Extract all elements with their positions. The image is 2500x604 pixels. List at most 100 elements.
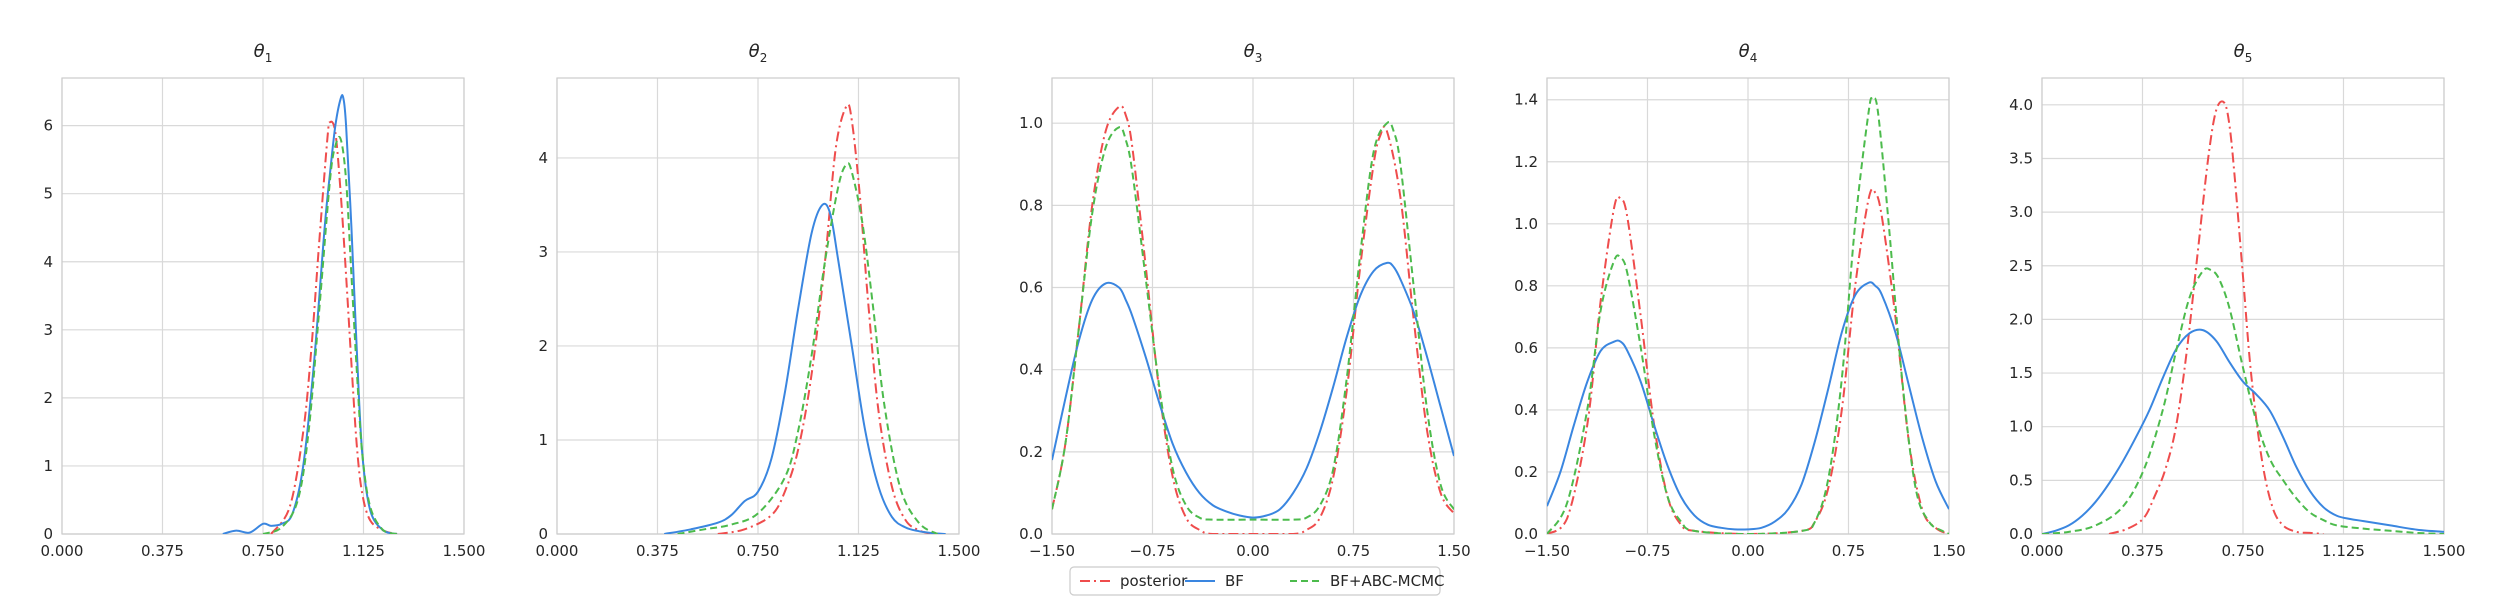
- series-line-bf-abc-mcmc: [1052, 121, 1454, 521]
- panel-title: θ5: [2234, 41, 2253, 65]
- y-tick-label: 0.4: [1019, 361, 1043, 379]
- series-line-bf: [222, 94, 398, 534]
- y-tick-label: 0: [538, 525, 548, 543]
- series-line-posterior: [2108, 100, 2324, 534]
- series-group: [1052, 104, 1454, 534]
- x-tick-label: 1.500: [2423, 542, 2466, 560]
- y-tick-label: 0.2: [1514, 463, 1538, 481]
- series-line-posterior: [717, 103, 933, 534]
- legend-label: BF+ABC-MCMC: [1330, 572, 1445, 590]
- y-tick-label: 2.0: [2009, 310, 2033, 328]
- panel-4: −1.50 −0.75 0.00 0.75 1.50 0.0 0.2 0.4 0.6 0.8 1.0…: [1514, 41, 1966, 560]
- panel-title: θ2: [749, 41, 768, 65]
- y-tick-label: 3.0: [2009, 203, 2033, 221]
- x-tick-label: 0.750: [242, 542, 285, 560]
- y-tick-label: 0.6: [1514, 339, 1538, 357]
- series-line-bf: [1547, 281, 1949, 531]
- y-tick-label: 6: [43, 117, 53, 135]
- x-tick-label: 0.375: [141, 542, 184, 560]
- x-tick-label: 1.50: [1932, 542, 1965, 560]
- panel-title-subscript: 3: [1255, 51, 1263, 65]
- panel-1: 0.000 0.375 0.750 1.125 1.500 0 1 2 3 4 5 6 θ1: [41, 41, 486, 560]
- y-tick-label: 1.4: [1514, 91, 1538, 109]
- series-line-posterior: [1547, 187, 1949, 534]
- y-tick-label: 4: [43, 253, 53, 271]
- x-tick-label: 0.750: [2222, 542, 2265, 560]
- y-tick-label: 0.8: [1019, 196, 1043, 214]
- x-tick-label: 0.000: [41, 542, 84, 560]
- y-tick-label: 4: [538, 149, 548, 167]
- y-tick-label: 0.2: [1019, 443, 1043, 461]
- series-line-posterior: [1052, 104, 1454, 534]
- panel-title-subscript: 5: [2245, 51, 2253, 65]
- y-tick-label: 1: [43, 457, 53, 475]
- panel-title: θ4: [1739, 41, 1758, 65]
- series-group: [664, 103, 946, 534]
- y-tick-label: 1.2: [1514, 153, 1538, 171]
- y-tick-label: 1.5: [2009, 364, 2033, 382]
- series-line-bf: [664, 202, 946, 534]
- x-tick-label: 0.75: [1832, 542, 1865, 560]
- legend-label: BF: [1225, 572, 1244, 590]
- series-line-bf-abc-mcmc: [677, 162, 939, 534]
- y-tick-label: 2.5: [2009, 257, 2033, 275]
- series-line-bf-abc-mcmc: [1547, 97, 1949, 534]
- y-tick-label: 1.0: [2009, 418, 2033, 436]
- y-tick-label: 4.0: [2009, 96, 2033, 114]
- y-tick-label: 2: [538, 337, 548, 355]
- x-tick-label: 0.375: [636, 542, 679, 560]
- legend-box: [1069, 566, 1441, 596]
- x-tick-label: 0.000: [2021, 542, 2064, 560]
- series-group: [1547, 97, 1949, 534]
- panel-title-subscript: 1: [265, 51, 273, 65]
- x-tick-label: 0.75: [1337, 542, 1370, 560]
- panel-5: 0.000 0.375 0.750 1.125 1.500 0.0 0.5 1.0 1.5 2.0…: [2009, 41, 2465, 560]
- y-tick-label: 0.8: [1514, 277, 1538, 295]
- series-group: [222, 94, 398, 534]
- panel-3: −1.50 −0.75 0.00 0.75 1.50 0.0 0.2 0.4 0.6 0.8 1.0…: [1019, 41, 1471, 560]
- y-tick-label: 0.0: [2009, 525, 2033, 543]
- y-tick-label: 5: [43, 185, 53, 203]
- y-tick-label: 3: [43, 321, 53, 339]
- panel-title: θ3: [1244, 41, 1263, 65]
- x-tick-label: 0.750: [737, 542, 780, 560]
- series-line-bf: [2042, 328, 2444, 534]
- x-tick-label: 0.375: [2121, 542, 2164, 560]
- x-tick-label: 1.50: [1437, 542, 1470, 560]
- y-tick-label: 0.0: [1514, 525, 1538, 543]
- x-tick-label: 1.500: [443, 542, 486, 560]
- x-tick-label: −1.50: [1524, 542, 1570, 560]
- x-tick-label: −1.50: [1029, 542, 1075, 560]
- y-tick-label: 0.6: [1019, 279, 1043, 297]
- series-line-bf-abc-mcmc: [2042, 267, 2444, 534]
- series-line-bf: [1052, 261, 1454, 519]
- y-tick-label: 3: [538, 243, 548, 261]
- x-tick-label: 1.500: [938, 542, 981, 560]
- y-tick-label: 0.5: [2009, 471, 2033, 489]
- x-tick-label: −0.75: [1625, 542, 1671, 560]
- legend-label: posterior: [1120, 572, 1188, 590]
- series-group: [2042, 100, 2444, 534]
- plot-frame: [2041, 77, 2445, 535]
- legend: posterior BF BF+ABC-MCMC: [1069, 566, 1445, 596]
- panel-title: θ1: [254, 41, 273, 65]
- y-tick-label: 1: [538, 431, 548, 449]
- x-tick-label: 1.125: [342, 542, 385, 560]
- x-tick-label: −0.75: [1130, 542, 1176, 560]
- y-tick-label: 1.0: [1019, 114, 1043, 132]
- panel-title-subscript: 2: [760, 51, 768, 65]
- y-tick-label: 2: [43, 389, 53, 407]
- x-tick-label: 0.00: [1236, 542, 1269, 560]
- x-tick-label: 0.00: [1731, 542, 1764, 560]
- series-line-posterior: [270, 120, 398, 534]
- y-tick-label: 1.0: [1514, 215, 1538, 233]
- x-tick-label: 1.125: [2322, 542, 2365, 560]
- y-tick-label: 0: [43, 525, 53, 543]
- x-tick-label: 0.000: [536, 542, 579, 560]
- x-tick-label: 1.125: [837, 542, 880, 560]
- y-tick-label: 3.5: [2009, 149, 2033, 167]
- y-tick-label: 0.0: [1019, 525, 1043, 543]
- plot-frame: [556, 77, 960, 535]
